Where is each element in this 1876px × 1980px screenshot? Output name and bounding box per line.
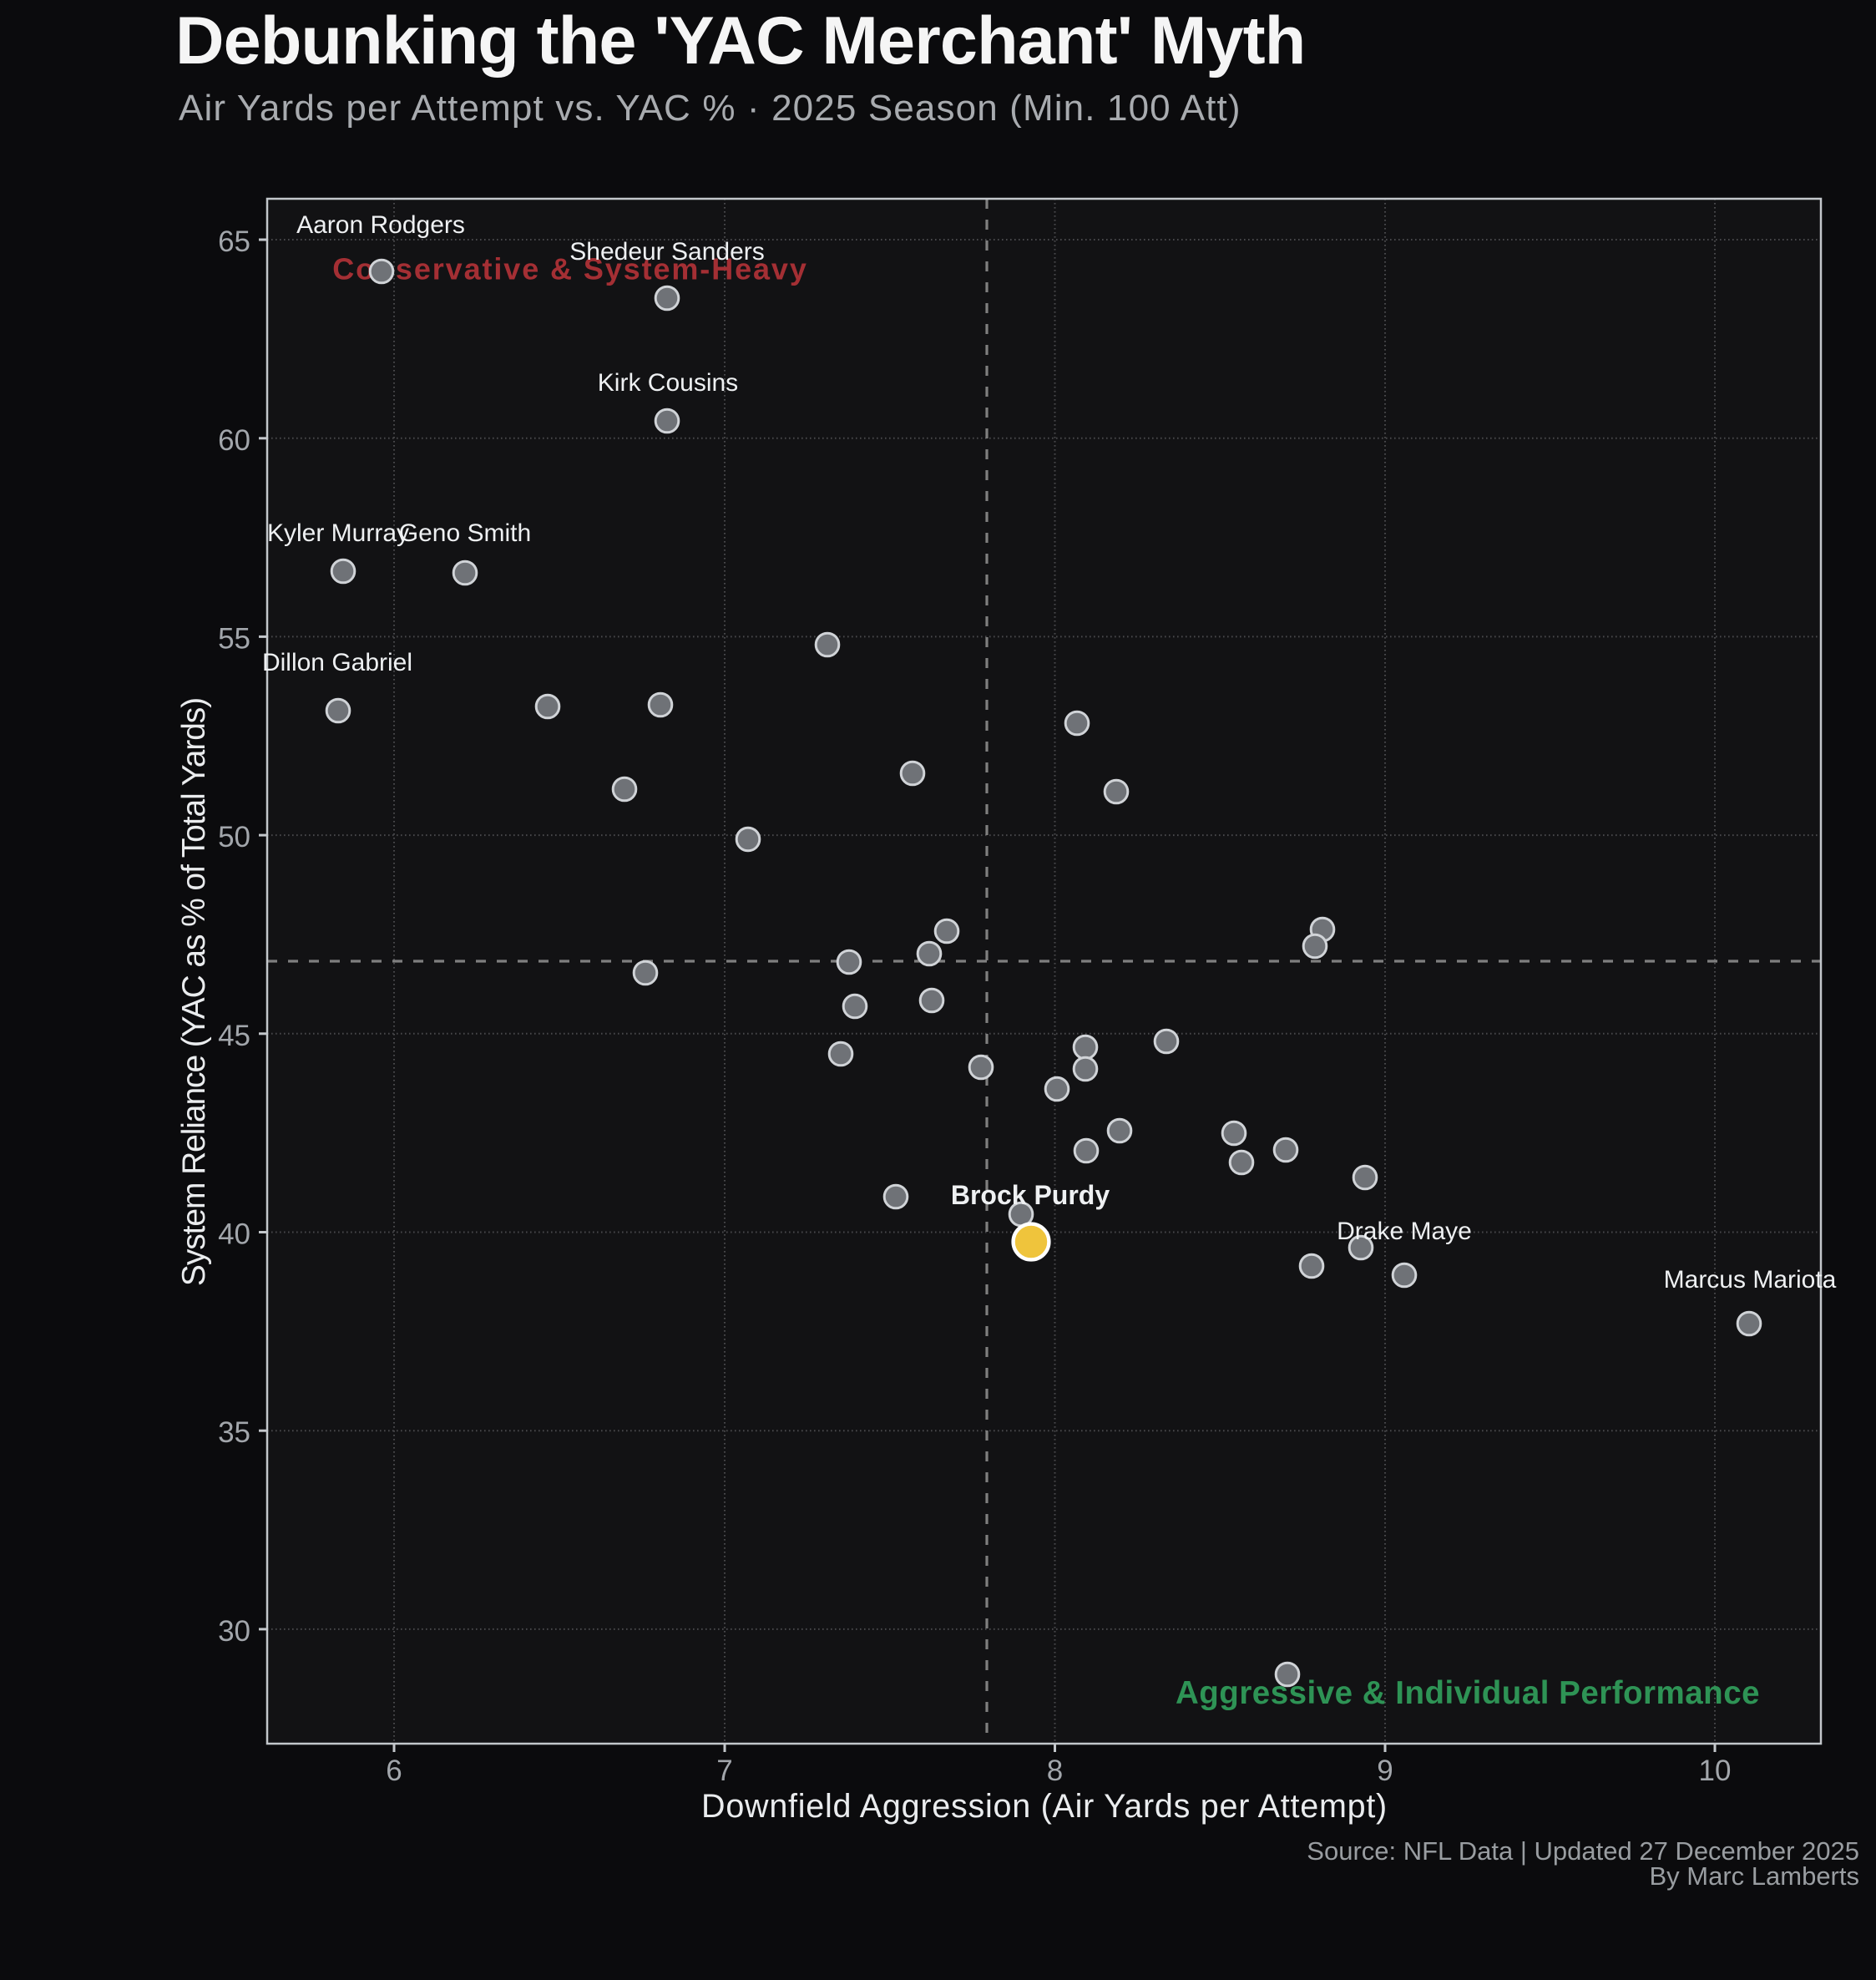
svg-text:Aggressive & Individual Perfor: Aggressive & Individual Performance — [1176, 1675, 1760, 1711]
svg-text:Source: NFL Data | Updated 27: Source: NFL Data | Updated 27 December 2… — [1307, 1836, 1859, 1866]
svg-text:7: 7 — [716, 1755, 732, 1787]
svg-text:By Marc Lamberts: By Marc Lamberts — [1649, 1861, 1859, 1891]
svg-text:Kirk Cousins: Kirk Cousins — [598, 369, 738, 397]
svg-text:30: 30 — [218, 1615, 250, 1648]
svg-text:Shedeur Sanders: Shedeur Sanders — [569, 238, 765, 266]
svg-text:35: 35 — [218, 1416, 250, 1449]
svg-text:Aaron Rodgers: Aaron Rodgers — [296, 211, 465, 239]
svg-text:Conservative & System-Heavy: Conservative & System-Heavy — [332, 252, 808, 286]
svg-text:50: 50 — [218, 821, 250, 853]
svg-text:10: 10 — [1699, 1755, 1732, 1787]
svg-text:60: 60 — [218, 424, 250, 457]
svg-text:Brock Purdy: Brock Purdy — [951, 1180, 1110, 1210]
svg-text:System Reliance (YAC as % of T: System Reliance (YAC as % of Total Yards… — [176, 698, 212, 1286]
svg-text:Downfield Aggression (Air Yard: Downfield Aggression (Air Yards per Atte… — [701, 1788, 1388, 1825]
svg-text:40: 40 — [218, 1218, 250, 1251]
svg-text:8: 8 — [1047, 1755, 1063, 1787]
svg-text:9: 9 — [1377, 1755, 1393, 1787]
svg-text:Dillon Gabriel: Dillon Gabriel — [262, 649, 412, 676]
svg-text:Drake Maye: Drake Maye — [1337, 1218, 1472, 1245]
svg-text:65: 65 — [218, 225, 250, 258]
svg-text:45: 45 — [218, 1020, 250, 1052]
svg-text:Geno Smith: Geno Smith — [399, 519, 531, 547]
svg-text:Debunking the 'YAC Merchant' M: Debunking the 'YAC Merchant' Myth — [175, 3, 1305, 78]
svg-text:Marcus Mariota: Marcus Mariota — [1664, 1266, 1837, 1294]
svg-text:Kyler Murray: Kyler Murray — [267, 519, 409, 547]
svg-text:55: 55 — [218, 622, 250, 655]
svg-text:6: 6 — [386, 1755, 402, 1787]
svg-text:Air Yards per Attempt vs. YAC: Air Yards per Attempt vs. YAC % · 2025 S… — [179, 88, 1241, 129]
